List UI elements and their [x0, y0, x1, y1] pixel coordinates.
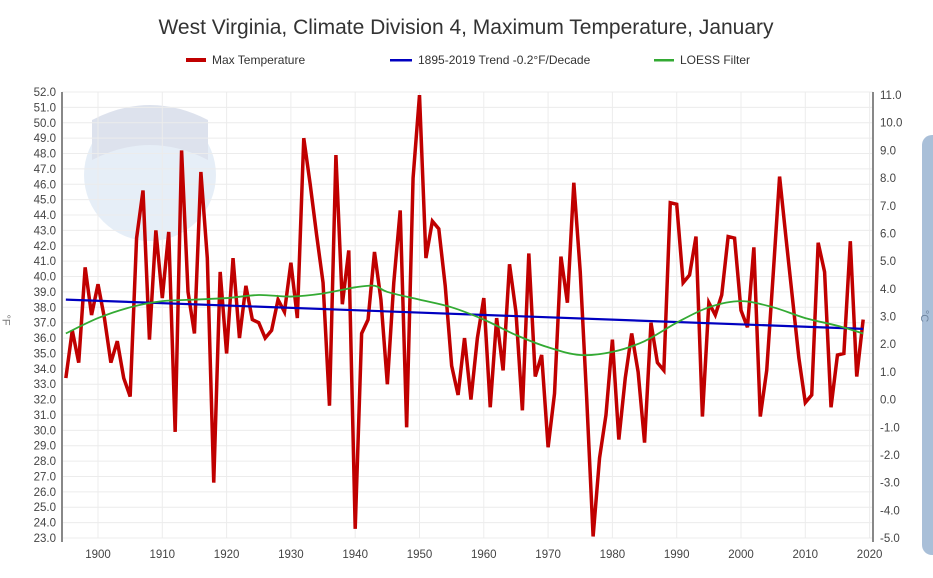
y2-tick-label: 5.0 — [880, 256, 896, 268]
y2-tick-label: 2.0 — [880, 339, 896, 351]
y-tick-label: 45.0 — [34, 195, 56, 207]
y-tick-label: 51.0 — [34, 102, 56, 114]
y-tick-label: 43.0 — [34, 225, 56, 237]
legend-swatch-max-temperature — [186, 58, 206, 62]
y-tick-label: 37.0 — [34, 318, 56, 330]
y2-tick-label: -1.0 — [880, 422, 900, 434]
y-tick-label: 32.0 — [34, 395, 56, 407]
x-tick-label: 2000 — [728, 549, 754, 561]
x-tick-label: 1950 — [407, 549, 433, 561]
y2-tick-label: 3.0 — [880, 312, 896, 324]
y-tick-label: 49.0 — [34, 133, 56, 145]
x-tick-label: 1980 — [600, 549, 626, 561]
chart-title: West Virginia, Climate Division 4, Maxim… — [158, 16, 774, 39]
y-tick-label: 23.0 — [34, 533, 56, 545]
y2-tick-label: 0.0 — [880, 395, 896, 407]
y-tick-label: 42.0 — [34, 241, 56, 253]
y2-tick-label: 9.0 — [880, 145, 896, 157]
legend-swatch-loess — [654, 59, 674, 62]
y-tick-label: 35.0 — [34, 348, 56, 360]
y-tick-label: 25.0 — [34, 502, 56, 514]
y-tick-label: 24.0 — [34, 518, 56, 530]
y2-tick-label: 11.0 — [880, 90, 902, 102]
y-tick-label: 39.0 — [34, 287, 56, 299]
y-tick-label: 27.0 — [34, 471, 56, 483]
legend-label-loess: LOESS Filter — [680, 53, 750, 67]
legend-label-trend: 1895-2019 Trend -0.2°F/Decade — [418, 53, 591, 67]
y-axis-unit-label: °F — [0, 314, 12, 326]
x-tick-label: 1920 — [214, 549, 240, 561]
x-tick-label: 1990 — [664, 549, 690, 561]
y-tick-label: 40.0 — [34, 272, 56, 284]
y2-tick-label: -2.0 — [880, 450, 900, 462]
y-tick-label: 44.0 — [34, 210, 56, 222]
legend: Max Temperature 1895-2019 Trend -0.2°F/D… — [186, 53, 750, 67]
noaa-logo-watermark — [84, 105, 216, 241]
y2-tick-label: 6.0 — [880, 228, 896, 240]
y2-tick-label: -3.0 — [880, 478, 900, 490]
y-tick-label: 52.0 — [34, 87, 56, 99]
x-tick-label: 1940 — [342, 549, 368, 561]
y-tick-label: 33.0 — [34, 379, 56, 391]
y-tick-label: 30.0 — [34, 425, 56, 437]
y2-tick-label: -4.0 — [880, 505, 900, 517]
max-temperature-line — [64, 94, 865, 537]
y-tick-label: 46.0 — [34, 179, 56, 191]
y2-tick-label: -5.0 — [880, 533, 900, 545]
y-tick-label: 31.0 — [34, 410, 56, 422]
y2-tick-label: 10.0 — [880, 118, 902, 130]
y-tick-label: 26.0 — [34, 487, 56, 499]
trend-line — [65, 298, 864, 330]
y2-tick-label: 4.0 — [880, 284, 896, 296]
y-tick-label: 50.0 — [34, 118, 56, 130]
y2-tick-label: 1.0 — [880, 367, 896, 379]
y-tick-label: 34.0 — [34, 364, 56, 376]
y-tick-label: 48.0 — [34, 149, 56, 161]
x-tick-label: 1960 — [471, 549, 497, 561]
x-tick-label: 1930 — [278, 549, 304, 561]
y2-tick-label: 8.0 — [880, 173, 896, 185]
y-tick-label: 29.0 — [34, 441, 56, 453]
x-tick-label: 1910 — [150, 549, 176, 561]
side-panel-handle[interactable] — [922, 135, 933, 555]
y-tick-label: 36.0 — [34, 333, 56, 345]
y2-tick-label: 7.0 — [880, 201, 896, 213]
y-tick-label: 47.0 — [34, 164, 56, 176]
x-tick-label: 2020 — [857, 549, 883, 561]
x-tick-label: 2010 — [793, 549, 819, 561]
loess-filter-line — [65, 284, 864, 357]
y-tick-label: 41.0 — [34, 256, 56, 268]
y-tick-label: 28.0 — [34, 456, 56, 468]
y2-axis-unit-label: °C — [918, 309, 931, 323]
y-tick-label: 38.0 — [34, 302, 56, 314]
x-tick-label: 1900 — [85, 549, 111, 561]
x-tick-label: 1970 — [535, 549, 561, 561]
legend-swatch-trend — [390, 59, 412, 62]
legend-label-max-temperature: Max Temperature — [212, 53, 305, 67]
